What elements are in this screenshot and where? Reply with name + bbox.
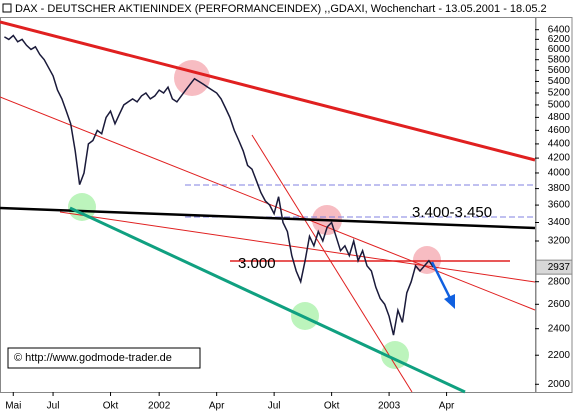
copyright-box bbox=[7, 347, 201, 369]
y-tick-label: 3200 bbox=[548, 236, 571, 247]
copyright: © http://www.godmode-trader.de bbox=[14, 352, 172, 364]
x-tick-label: 2002 bbox=[148, 401, 171, 412]
trend-line bbox=[251, 134, 413, 393]
x-tick-label: Mai bbox=[5, 401, 21, 412]
y-tick-label: 5000 bbox=[548, 100, 571, 111]
x-tick-label: Jul bbox=[47, 401, 60, 412]
y-tick-label: 2600 bbox=[548, 299, 571, 310]
y-tick-label: 2800 bbox=[548, 276, 571, 287]
y-tick-label: 4600 bbox=[548, 125, 571, 136]
y-tick-label: 4000 bbox=[548, 168, 571, 179]
y-tick-label: 3600 bbox=[548, 200, 571, 211]
y-tick-label: 4800 bbox=[548, 112, 571, 123]
y-tick-label: 2000 bbox=[548, 379, 571, 390]
x-tick-label: Apr bbox=[439, 401, 455, 412]
x-tick-label: Okt bbox=[324, 401, 340, 412]
highlight-circle bbox=[174, 60, 210, 96]
x-tick-label: 2003 bbox=[378, 401, 401, 412]
y-tick-label: 3400 bbox=[548, 217, 571, 228]
y-tick-label: 5200 bbox=[548, 88, 571, 99]
price-line bbox=[4, 34, 434, 336]
y-tick-label: 3800 bbox=[548, 183, 571, 194]
overlays bbox=[0, 20, 536, 394]
trend-line bbox=[59, 211, 536, 283]
trend-line bbox=[0, 20, 536, 162]
y-tick-label: 2200 bbox=[548, 350, 571, 361]
title-bar bbox=[0, 0, 573, 16]
y-tick-label: 5400 bbox=[548, 76, 571, 87]
y-tick-label: 5600 bbox=[548, 65, 571, 76]
y-tick-label: 5800 bbox=[548, 54, 571, 65]
y-tick-label: 4200 bbox=[548, 153, 571, 164]
y-tick-label: 6000 bbox=[548, 44, 571, 55]
arrow bbox=[430, 261, 454, 303]
title-icon bbox=[2, 3, 12, 13]
chart-title: DAX - DEUTSCHER AKTIENINDEX (PERFORMANCE… bbox=[15, 3, 547, 15]
x-tick-label: Okt bbox=[103, 401, 119, 412]
annotation: 3.000 bbox=[238, 255, 276, 272]
x-tick-label: Apr bbox=[209, 401, 225, 412]
x-tick-label: Jul bbox=[268, 401, 281, 412]
y-tick-label: 6400 bbox=[548, 24, 571, 35]
y-tick-label: 4400 bbox=[548, 139, 571, 150]
last-price-box bbox=[535, 259, 573, 275]
y-axis-area bbox=[535, 17, 573, 393]
trend-line bbox=[0, 206, 536, 230]
last-price-label: 2937 bbox=[548, 262, 571, 273]
annotation: 3.400-3.450 bbox=[412, 204, 492, 221]
y-tick-label: 2400 bbox=[548, 323, 571, 334]
y-tick-label: 6200 bbox=[548, 34, 571, 45]
trend-line bbox=[69, 206, 466, 394]
arrow-head bbox=[444, 294, 455, 309]
